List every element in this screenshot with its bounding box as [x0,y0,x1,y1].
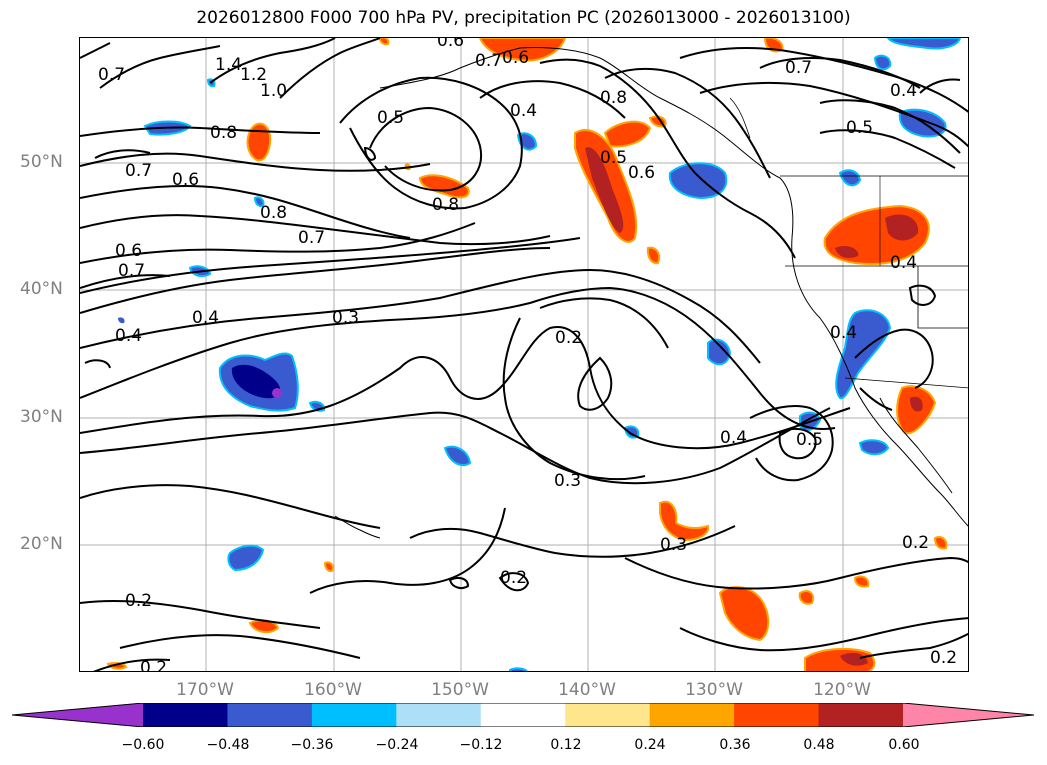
pv-contours [80,38,968,671]
contour-label: 0.6 [115,241,142,261]
contour-label: 0.7 [298,228,325,248]
contour-label: 1.4 [215,55,242,75]
contour-label: 0.7 [785,58,812,78]
colorbar-tick: 0.12 [550,737,582,753]
colorbar-extend-low [12,703,143,727]
contour-label: 0.2 [140,658,167,672]
colorbar [12,703,1034,727]
colorbar-segment [227,703,313,727]
lat-label-50n: 50°N [20,152,63,172]
colorbar-tick: −0.48 [206,737,250,753]
contour-label: 0.4 [830,323,857,343]
lon-label-120w: 120°W [813,680,871,700]
contour-label: 0.8 [432,195,459,215]
contour-label: 0.2 [125,591,152,611]
contour-label: 0.2 [902,533,929,553]
colorbar-extend-high [903,703,1034,727]
precip-negative-shading [118,38,962,671]
precip-positive-shading [106,38,948,671]
contour-label: 0.2 [930,648,957,668]
lon-label-160w: 160°W [304,680,362,700]
coastline [334,47,968,539]
map-title: 2026012800 F000 700 hPa PV, precipitatio… [196,8,851,28]
colorbar-segment [480,703,566,727]
contour-label: 0.5 [796,430,823,450]
contour-label: 0.3 [554,471,581,491]
colorbar-segment [818,703,904,727]
colorbar-tick: −0.24 [375,737,419,753]
contour-label: 0.7 [125,161,152,181]
contour-label: 0.5 [377,108,404,128]
colorbar-segment [143,703,228,727]
colorbar-tick: 0.48 [803,737,835,753]
contour-label: 0.4 [720,428,747,448]
colorbar-tick: −0.36 [290,737,334,753]
contour-label: 0.7 [118,261,145,281]
contour-label: 1.0 [260,81,287,101]
colorbar-segment [649,703,735,727]
contour-label: 0.6 [172,170,199,190]
lon-label-130w: 130°W [685,680,743,700]
contour-label: 0.4 [510,101,537,121]
lon-label-140w: 140°W [558,680,616,700]
contour-label: 0.4 [192,308,219,328]
colorbar-segment [734,703,820,727]
colorbar-tick: 0.36 [719,737,751,753]
contour-label: 0.2 [500,568,527,588]
contour-label: 0.4 [115,326,142,346]
lon-label-150w: 150°W [431,680,489,700]
contour-label: 0.4 [890,253,917,273]
contour-label: 0.7 [475,51,502,71]
contour-label: 0.8 [600,88,627,108]
contour-label: 0.8 [210,123,237,143]
map-svg: 1.4 1.2 1.0 0.8 0.8 0.8 0.8 0.7 0.7 0.7 … [80,38,968,672]
colorbar-tick: 0.24 [634,737,666,753]
contour-label: 0.7 [98,65,125,85]
lat-label-40n: 40°N [20,279,63,299]
colorbar-segment [396,703,482,727]
colorbar-tick: −0.12 [459,737,503,753]
contour-label: 0.6 [502,48,529,68]
colorbar-tick: −0.60 [121,737,165,753]
lon-label-170w: 170°W [176,680,234,700]
contour-label: 0.8 [260,203,287,223]
contour-label: 0.2 [555,328,582,348]
lat-label-30n: 30°N [20,407,63,427]
contour-label: 0.4 [890,81,917,101]
colorbar-tick: 0.60 [888,737,920,753]
contour-label: 1.2 [240,65,267,85]
contour-label: 0.3 [332,308,359,328]
map-panel: 1.4 1.2 1.0 0.8 0.8 0.8 0.8 0.7 0.7 0.7 … [79,37,969,672]
contour-label: 0.6 [628,163,655,183]
colorbar-segment [311,703,397,727]
contour-label: 0.5 [846,118,873,138]
contour-label: 0.6 [437,38,464,51]
contour-label: 0.5 [600,148,627,168]
contour-label-group: 1.4 1.2 1.0 0.8 0.8 0.8 0.8 0.7 0.7 0.7 … [98,38,957,672]
lat-label-20n: 20°N [20,534,63,554]
contour-label: 0.3 [660,535,687,555]
colorbar-segment [565,703,651,727]
